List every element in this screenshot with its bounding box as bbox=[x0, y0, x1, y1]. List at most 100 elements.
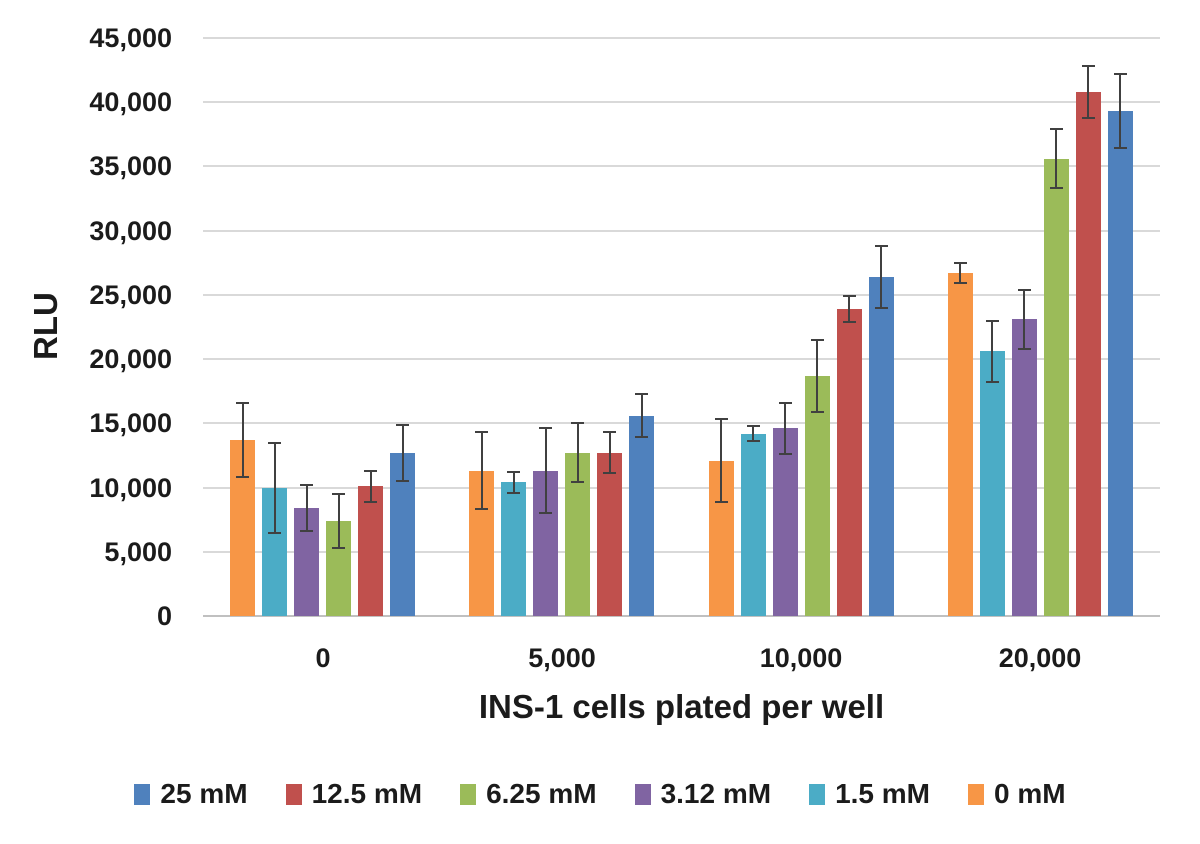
error-cap-top bbox=[954, 262, 967, 264]
error-bar-3.12-mM-at-5000 bbox=[545, 428, 547, 513]
error-cap-top bbox=[300, 484, 313, 486]
error-cap-bottom bbox=[475, 508, 488, 510]
error-bar-0-mM-at-20000 bbox=[959, 263, 961, 284]
error-cap-top bbox=[843, 295, 856, 297]
error-bar-3.12-mM-at-0 bbox=[306, 485, 308, 531]
error-cap-bottom bbox=[811, 411, 824, 413]
legend-swatch-icon bbox=[134, 783, 151, 805]
error-cap-bottom bbox=[1018, 348, 1031, 350]
y-tick-label-35,000: 35,000 bbox=[89, 151, 172, 182]
error-cap-bottom bbox=[986, 381, 999, 383]
error-cap-bottom bbox=[875, 307, 888, 309]
error-bar-25-mM-at-20000 bbox=[1119, 74, 1121, 148]
error-cap-top bbox=[811, 339, 824, 341]
error-cap-bottom bbox=[268, 532, 281, 534]
error-cap-top bbox=[1082, 65, 1095, 67]
error-cap-bottom bbox=[236, 476, 249, 478]
gridline-30,000 bbox=[203, 229, 1160, 232]
legend-label: 6.25 mM bbox=[486, 778, 597, 809]
error-cap-bottom bbox=[1050, 187, 1063, 189]
legend-item-12.5-mM: 12.5 mM bbox=[285, 778, 423, 810]
y-tick-label-30,000: 30,000 bbox=[89, 215, 172, 246]
bar-12.5-mM-at-20000 bbox=[1076, 92, 1101, 616]
gridline-5,000 bbox=[203, 550, 1160, 553]
error-cap-top bbox=[747, 425, 760, 427]
gridline-35,000 bbox=[203, 165, 1160, 168]
y-tick-label-25,000: 25,000 bbox=[89, 279, 172, 310]
error-cap-top bbox=[635, 393, 648, 395]
legend-item-6.25-mM: 6.25 mM bbox=[460, 778, 597, 810]
error-cap-top bbox=[1114, 73, 1127, 75]
error-cap-top bbox=[364, 470, 377, 472]
error-bar-3.12-mM-at-20000 bbox=[1023, 290, 1025, 349]
legend-item-1.5-mM: 1.5 mM bbox=[809, 778, 930, 810]
legend-label: 12.5 mM bbox=[311, 778, 423, 809]
legend: 25 mM 12.5 mM 6.25 mM 3.12 mM 1.5 mM 0 mM bbox=[0, 778, 1200, 810]
error-bar-1.5-mM-at-20000 bbox=[991, 321, 993, 383]
bar-6.25-mM-at-20000 bbox=[1044, 159, 1069, 616]
bar-6.25-mM-at-10000 bbox=[805, 376, 830, 616]
x-tick-label-10000: 10,000 bbox=[759, 643, 843, 673]
x-axis-title: INS-1 cells plated per well bbox=[478, 688, 885, 725]
error-bar-25-mM-at-0 bbox=[402, 425, 404, 482]
error-bar-12.5-mM-at-0 bbox=[370, 471, 372, 502]
y-tick-label-15,000: 15,000 bbox=[89, 408, 172, 439]
error-cap-top bbox=[332, 493, 345, 495]
error-cap-bottom bbox=[364, 501, 377, 503]
bar-1.5-mM-at-10000 bbox=[741, 434, 766, 616]
bar-25-mM-at-20000 bbox=[1108, 111, 1133, 616]
gridline-10,000 bbox=[203, 486, 1160, 489]
error-cap-bottom bbox=[715, 501, 728, 503]
error-cap-bottom bbox=[954, 282, 967, 284]
bar-1.5-mM-at-5000 bbox=[501, 482, 526, 616]
error-bar-25-mM-at-10000 bbox=[880, 246, 882, 308]
legend-swatch-icon bbox=[968, 783, 984, 805]
error-cap-bottom bbox=[332, 547, 345, 549]
bar-12.5-mM-at-10000 bbox=[837, 309, 862, 616]
legend-item-3.12-mM: 3.12 mM bbox=[634, 778, 771, 810]
legend-swatch-icon bbox=[285, 783, 302, 805]
bar-3.12-mM-at-20000 bbox=[1012, 319, 1037, 616]
bar-3.12-mM-at-10000 bbox=[773, 428, 798, 616]
error-cap-bottom bbox=[635, 436, 648, 438]
error-cap-bottom bbox=[1114, 147, 1127, 149]
error-cap-top bbox=[539, 427, 552, 429]
error-cap-top bbox=[571, 422, 584, 424]
error-bar-0-mM-at-0 bbox=[242, 403, 244, 477]
error-bar-12.5-mM-at-20000 bbox=[1087, 66, 1089, 117]
error-cap-bottom bbox=[396, 480, 409, 482]
error-cap-top bbox=[715, 418, 728, 420]
error-bar-1.5-mM-at-5000 bbox=[513, 472, 515, 493]
bar-12.5-mM-at-0 bbox=[358, 486, 383, 616]
bar-25-mM-at-10000 bbox=[869, 277, 894, 616]
x-tick-label-0: 0 bbox=[315, 643, 331, 673]
legend-label: 0 mM bbox=[994, 778, 1066, 809]
gridline-20,000 bbox=[203, 358, 1160, 361]
error-cap-bottom bbox=[779, 453, 792, 455]
error-bar-6.25-mM-at-10000 bbox=[816, 340, 818, 412]
error-bar-25-mM-at-5000 bbox=[641, 394, 643, 438]
error-cap-top bbox=[1050, 128, 1063, 130]
error-bar-12.5-mM-at-10000 bbox=[848, 296, 850, 322]
error-cap-bottom bbox=[539, 512, 552, 514]
gridline-25,000 bbox=[203, 293, 1160, 296]
y-tick-label-45,000: 45,000 bbox=[89, 23, 172, 53]
error-cap-top bbox=[268, 442, 281, 444]
error-bar-0-mM-at-5000 bbox=[481, 432, 483, 509]
legend-item-0-mM: 0 mM bbox=[968, 778, 1066, 810]
bar-1.5-mM-at-20000 bbox=[980, 351, 1005, 616]
error-cap-top bbox=[779, 402, 792, 404]
legend-label: 1.5 mM bbox=[835, 778, 930, 809]
bar-0-mM-at-20000 bbox=[948, 273, 973, 616]
error-bar-6.25-mM-at-20000 bbox=[1055, 129, 1057, 188]
error-cap-top bbox=[986, 320, 999, 322]
gridline-45,000 bbox=[203, 37, 1160, 39]
error-bar-6.25-mM-at-0 bbox=[338, 494, 340, 548]
error-cap-bottom bbox=[507, 492, 520, 494]
gridline-0 bbox=[203, 615, 1160, 617]
error-bar-1.5-mM-at-10000 bbox=[752, 426, 754, 441]
error-bar-1.5-mM-at-0 bbox=[274, 443, 276, 533]
error-cap-top bbox=[475, 431, 488, 433]
error-bar-12.5-mM-at-5000 bbox=[609, 432, 611, 473]
